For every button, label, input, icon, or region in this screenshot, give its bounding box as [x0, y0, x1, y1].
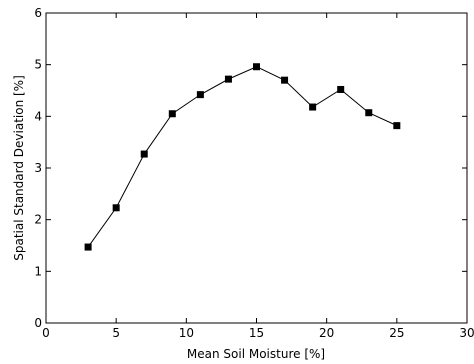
data-point — [309, 103, 317, 111]
plot-frame — [45, 12, 468, 324]
y-tick-label: 4 — [34, 109, 42, 123]
data-point — [112, 204, 120, 212]
data-point — [224, 75, 232, 83]
y-tick-label: 3 — [34, 161, 42, 175]
data-point — [168, 110, 176, 118]
x-tick-label: 0 — [42, 326, 50, 340]
data-point — [253, 63, 260, 71]
data-point — [196, 91, 204, 99]
y-tick-label: 0 — [34, 316, 42, 330]
series-line — [87, 66, 398, 248]
y-tick-label: 5 — [34, 58, 42, 72]
tick-labels: 0 5 10 15 20 25 30 0 1 2 3 4 5 6 — [34, 6, 474, 340]
y-tick-label: 2 — [34, 213, 42, 227]
data-point — [365, 109, 373, 117]
series-markers — [84, 63, 401, 251]
x-tick-label: 20 — [319, 326, 334, 340]
x-tick-label: 25 — [389, 326, 404, 340]
y-tick-label: 1 — [34, 264, 42, 278]
data-point — [84, 243, 92, 251]
x-tick-label: 5 — [112, 326, 120, 340]
x-axis-label: Mean Soil Moisture [%] — [187, 347, 325, 361]
x-tick-label: 10 — [179, 326, 194, 340]
data-point — [393, 122, 401, 130]
data-point — [337, 85, 345, 93]
data-point — [281, 76, 289, 84]
plot-background — [46, 13, 467, 323]
x-tick-label: 30 — [459, 326, 474, 340]
y-tick-label: 6 — [34, 6, 42, 20]
y-axis-label: Spatial Standard Deviation [%] — [12, 75, 26, 261]
x-tick-label: 15 — [249, 326, 264, 340]
data-point — [140, 150, 148, 158]
